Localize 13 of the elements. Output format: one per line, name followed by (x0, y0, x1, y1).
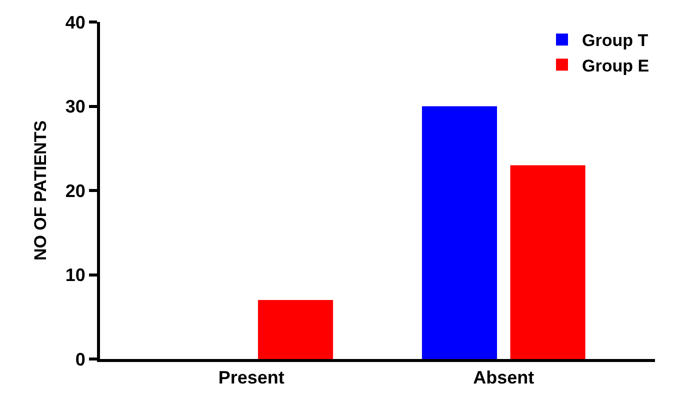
x-tick-label: Present (218, 368, 284, 388)
y-tick-label: 30 (65, 96, 86, 117)
legend-label: Group E (582, 56, 650, 76)
bar (422, 106, 498, 359)
y-tick-label: 20 (65, 180, 86, 201)
bar (258, 300, 334, 359)
bar (510, 165, 586, 359)
x-tick-label: Absent (473, 368, 534, 388)
y-tick-label: 0 (75, 349, 86, 370)
legend-label: Group T (582, 31, 649, 50)
y-axis-title: NO OF PATIENTS (30, 120, 50, 261)
y-tick-label: 40 (65, 12, 86, 32)
y-tick-label: 10 (65, 265, 86, 286)
